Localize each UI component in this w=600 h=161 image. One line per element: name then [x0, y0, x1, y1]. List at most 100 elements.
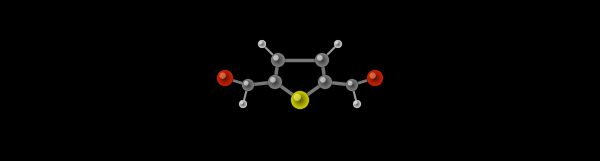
Circle shape: [260, 42, 265, 46]
Circle shape: [272, 79, 278, 85]
Circle shape: [223, 75, 227, 81]
Circle shape: [276, 58, 280, 62]
Circle shape: [336, 42, 340, 46]
Circle shape: [258, 40, 266, 48]
Circle shape: [221, 74, 229, 82]
Circle shape: [347, 80, 357, 90]
Circle shape: [242, 80, 254, 90]
Circle shape: [323, 80, 327, 84]
Circle shape: [355, 102, 359, 106]
Circle shape: [337, 43, 340, 45]
Circle shape: [271, 53, 285, 67]
Circle shape: [273, 55, 278, 61]
Circle shape: [241, 102, 245, 106]
Circle shape: [247, 84, 250, 86]
Circle shape: [271, 79, 278, 85]
Circle shape: [244, 81, 248, 86]
Circle shape: [368, 71, 382, 85]
Circle shape: [348, 81, 356, 89]
Circle shape: [335, 42, 340, 46]
Circle shape: [261, 43, 263, 45]
Circle shape: [350, 84, 353, 86]
Circle shape: [355, 101, 359, 107]
Circle shape: [317, 55, 327, 65]
Circle shape: [296, 96, 304, 104]
Circle shape: [374, 77, 376, 79]
Circle shape: [322, 79, 329, 85]
Circle shape: [356, 103, 358, 105]
Circle shape: [325, 81, 326, 83]
Circle shape: [350, 83, 354, 87]
Circle shape: [297, 97, 303, 103]
Circle shape: [239, 100, 247, 108]
Circle shape: [349, 82, 355, 87]
Circle shape: [277, 59, 279, 61]
Circle shape: [220, 73, 230, 83]
Circle shape: [268, 75, 282, 89]
Circle shape: [319, 76, 331, 88]
Circle shape: [374, 77, 376, 79]
Circle shape: [273, 55, 283, 65]
Circle shape: [217, 70, 233, 86]
Circle shape: [347, 80, 356, 90]
Circle shape: [262, 43, 263, 45]
Circle shape: [320, 58, 324, 62]
Circle shape: [335, 41, 338, 44]
Circle shape: [272, 54, 284, 66]
Circle shape: [239, 100, 247, 108]
Circle shape: [373, 76, 377, 80]
Circle shape: [324, 81, 326, 83]
Circle shape: [334, 40, 341, 48]
Circle shape: [319, 57, 325, 63]
Circle shape: [319, 76, 331, 88]
Circle shape: [293, 93, 308, 108]
Circle shape: [299, 99, 301, 101]
Circle shape: [335, 41, 341, 47]
Circle shape: [367, 70, 383, 86]
Circle shape: [318, 56, 326, 64]
Circle shape: [239, 100, 247, 108]
Circle shape: [240, 101, 244, 104]
Circle shape: [371, 74, 379, 82]
Circle shape: [270, 77, 280, 87]
Circle shape: [337, 43, 338, 45]
Circle shape: [320, 58, 325, 62]
Circle shape: [353, 100, 361, 108]
Circle shape: [317, 55, 326, 65]
Circle shape: [218, 71, 232, 85]
Circle shape: [299, 99, 302, 101]
Circle shape: [354, 101, 358, 104]
Circle shape: [320, 77, 330, 87]
Circle shape: [272, 80, 277, 84]
Circle shape: [321, 59, 323, 61]
Circle shape: [335, 41, 341, 47]
Circle shape: [258, 40, 266, 48]
Circle shape: [337, 43, 339, 45]
Circle shape: [247, 84, 249, 86]
Circle shape: [242, 79, 254, 91]
Circle shape: [295, 95, 305, 105]
Circle shape: [259, 41, 265, 47]
Circle shape: [351, 84, 353, 86]
Circle shape: [334, 40, 342, 48]
Circle shape: [373, 75, 377, 81]
Circle shape: [274, 55, 283, 65]
Circle shape: [319, 57, 325, 63]
Circle shape: [220, 73, 230, 83]
Circle shape: [219, 72, 231, 84]
Circle shape: [260, 42, 264, 46]
Circle shape: [268, 75, 283, 89]
Circle shape: [270, 77, 276, 83]
Circle shape: [242, 103, 244, 105]
Circle shape: [370, 73, 380, 83]
Circle shape: [353, 100, 361, 108]
Circle shape: [346, 79, 358, 91]
Circle shape: [245, 81, 251, 89]
Circle shape: [355, 102, 359, 106]
Circle shape: [239, 101, 247, 107]
Circle shape: [274, 81, 275, 83]
Circle shape: [259, 41, 265, 47]
Circle shape: [355, 102, 359, 106]
Circle shape: [318, 75, 332, 89]
Circle shape: [271, 78, 279, 86]
